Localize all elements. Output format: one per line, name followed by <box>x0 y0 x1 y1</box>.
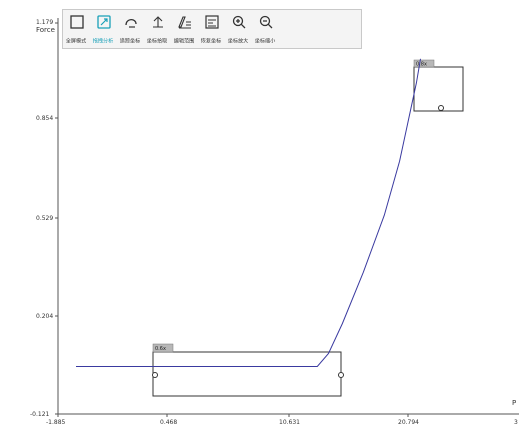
y-tick-label: 0.204 <box>36 313 53 320</box>
trace-coordinates-icon <box>123 14 139 34</box>
toolbar-button-drag-analysis[interactable]: 拖拽分析 <box>90 10 117 48</box>
y-tick-label: 1.179 <box>36 19 53 26</box>
toolbar-button-label: 拖拽分析 <box>93 38 114 44</box>
drag-analysis-icon <box>96 14 112 34</box>
toolbar-button-label: 全屏模式 <box>66 38 87 44</box>
toolbar-button-edit-range[interactable]: 编辑范围 <box>171 10 198 48</box>
selection-box-lower[interactable]: 0.6x <box>152 343 344 397</box>
selection-box-label: 0.6x <box>155 346 166 352</box>
chart-toolbar: 全屏模式 拖拽分析 追踪坐标 坐标拾取 编辑范围 恢复坐标 坐标放大 坐标缩小 <box>62 9 362 49</box>
x-tick-label: 20.794 <box>398 419 419 426</box>
x-tick-label: -1.885 <box>46 419 66 426</box>
drag-handle[interactable] <box>152 372 158 378</box>
toolbar-button-pick-coordinates[interactable]: 坐标拾取 <box>144 10 171 48</box>
x-tick-label: 3 <box>514 419 518 426</box>
fullscreen-icon <box>69 14 85 34</box>
toolbar-button-zoom-in[interactable]: 坐标放大 <box>225 10 252 48</box>
series-layer <box>76 58 421 367</box>
zoom-out-icon <box>258 14 274 34</box>
y-tick-label: 0.529 <box>36 215 53 222</box>
y-axis-label: Force <box>36 26 55 34</box>
drag-handle[interactable] <box>438 105 444 111</box>
selection-box-label: 0.8x <box>416 62 427 68</box>
toolbar-button-label: 编辑范围 <box>174 38 195 44</box>
toolbar-button-label: 追踪坐标 <box>120 38 141 44</box>
toolbar-button-label: 坐标放大 <box>228 38 249 44</box>
toolbar-button-trace-coordinates[interactable]: 追踪坐标 <box>117 10 144 48</box>
x-tick-label: 10.631 <box>279 419 300 426</box>
y-tick-label: 0.854 <box>36 115 53 122</box>
x-tick-label: 0.468 <box>160 419 177 426</box>
y-tick-label: -0.121 <box>30 411 50 418</box>
toolbar-button-restore-coordinates[interactable]: 恢复坐标 <box>198 10 225 48</box>
x-axis-label: P <box>512 399 516 407</box>
restore-coordinates-icon <box>204 14 220 34</box>
series-line <box>76 58 421 367</box>
toolbar-button-zoom-out[interactable]: 坐标缩小 <box>252 10 279 48</box>
x-ticks: -1.885 0.468 10.631 20.794 3 <box>46 414 518 426</box>
drag-handle[interactable] <box>338 372 344 378</box>
zoom-in-icon <box>231 14 247 34</box>
selection-box-upper[interactable]: 0.8x <box>413 59 464 112</box>
edit-range-icon <box>177 14 193 34</box>
toolbar-button-label: 坐标拾取 <box>147 38 168 44</box>
toolbar-button-label: 坐标缩小 <box>255 38 276 44</box>
pick-coordinates-icon <box>150 14 166 34</box>
toolbar-button-label: 恢复坐标 <box>201 38 222 44</box>
y-ticks: 1.179 0.854 0.529 0.204 -0.121 <box>30 19 58 418</box>
toolbar-button-fullscreen[interactable]: 全屏模式 <box>63 10 90 48</box>
